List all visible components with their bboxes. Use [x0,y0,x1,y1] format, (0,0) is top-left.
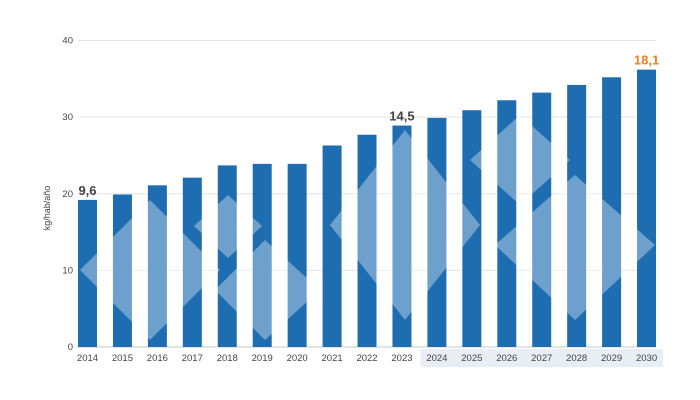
x-tick-label: 2017 [182,353,203,364]
bar-2021 [322,145,342,347]
x-tick-label: 2020 [287,353,308,364]
bar-2018 [217,165,237,347]
x-tick-label: 2023 [391,353,412,364]
x-tick-label: 2026 [496,353,517,364]
bar-2020 [287,163,307,347]
bar-2024 [427,117,447,347]
x-tick-label: 2027 [531,353,552,364]
x-tick-label: 2019 [252,353,273,364]
y-tick-label: 30 [62,112,73,123]
bar-2016 [147,185,167,347]
y-axis-label: kg/hab/año [42,186,52,231]
y-tick-label: 20 [62,189,73,200]
watermark-logo [80,115,655,340]
data-label-2030: 18,1 [634,53,659,68]
data-label-2014: 9,6 [78,183,96,198]
bar-2026 [497,100,517,347]
bar-2014 [78,199,97,347]
x-tick-label: 2014 [77,353,98,364]
bar-2015 [112,194,132,347]
bar-2017 [182,177,202,347]
x-tick-label: 2021 [322,353,343,364]
forecast-highlight-band [420,349,664,367]
x-tick-label: 2025 [461,353,482,364]
x-tick-label: 2022 [356,353,377,364]
data-label-2023: 14,5 [389,109,414,124]
bar-2027 [532,92,552,347]
x-tick-label: 2016 [147,353,168,364]
bar-2019 [252,163,272,347]
x-tick-label: 2015 [112,353,133,364]
bar-2030 [637,69,657,348]
bar-2028 [567,84,587,347]
x-tick-label: 2030 [636,353,657,364]
bar-2022 [357,134,377,347]
y-tick-label: 0 [68,342,73,353]
x-tick-label: 2028 [566,353,587,364]
y-tick-label: 40 [62,36,73,47]
x-tick-label: 2018 [217,353,238,364]
bar-2023 [392,125,412,348]
y-tick-label: 10 [62,265,73,276]
bar-2025 [462,110,482,347]
bar-2029 [602,77,622,347]
x-tick-label: 2029 [601,353,622,364]
x-tick-label: 2024 [426,353,447,364]
